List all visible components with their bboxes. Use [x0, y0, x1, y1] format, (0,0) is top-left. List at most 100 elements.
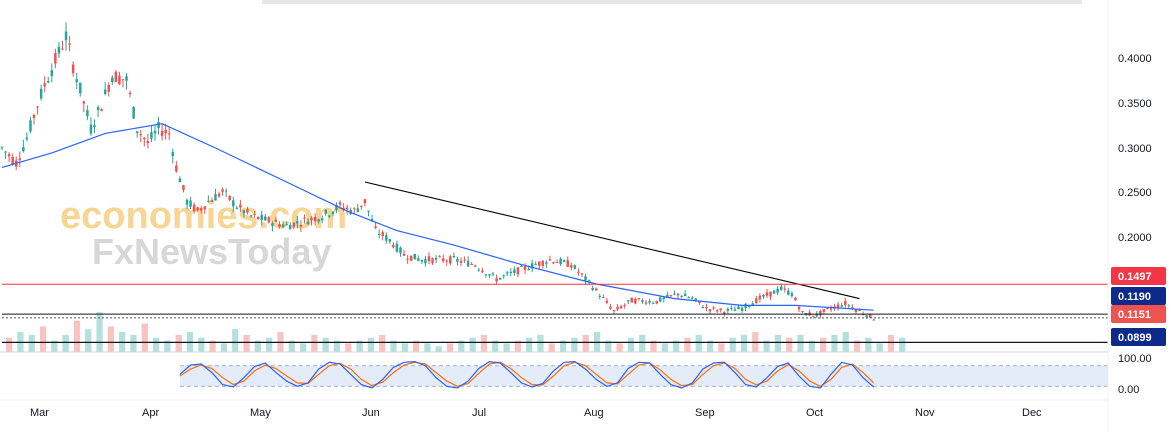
price-tag-last-label: 0.1151 — [1118, 309, 1151, 321]
candle-body — [491, 273, 495, 275]
volume-bar — [62, 334, 69, 352]
volume-bar — [367, 337, 375, 352]
candle-body — [723, 312, 726, 314]
candle-body — [167, 133, 171, 135]
candle-body — [822, 309, 826, 312]
candle-body — [146, 141, 150, 144]
candle-body — [139, 134, 143, 136]
candle-body — [484, 274, 488, 276]
candle-body — [417, 258, 420, 261]
candle-body — [118, 75, 121, 85]
volume-bar — [141, 323, 148, 352]
candle-body — [409, 255, 413, 261]
candle-body — [509, 271, 513, 274]
volume-bar — [198, 337, 205, 352]
candle-body — [740, 307, 744, 311]
candle-body — [783, 288, 787, 290]
candle-body — [449, 256, 452, 264]
watermark-line1: economies.com — [60, 195, 347, 237]
candle-body — [769, 291, 772, 297]
moving-average-line — [1, 123, 874, 311]
top-strip — [262, 0, 1082, 4]
candle-body — [591, 287, 594, 290]
candle-body — [431, 258, 434, 264]
volume-bar — [164, 340, 171, 352]
candle-body — [264, 216, 267, 221]
x-tick-label: Nov — [915, 407, 935, 419]
candle-body — [306, 221, 310, 225]
candle-body — [18, 158, 22, 161]
volume-bar — [107, 326, 114, 352]
candle-body — [616, 306, 619, 310]
volume-bar — [469, 337, 476, 352]
candle-body — [107, 84, 110, 92]
volume-bar — [559, 340, 567, 352]
x-tick-label: May — [250, 407, 271, 419]
price-tag-ma — [1111, 287, 1166, 305]
candle-body — [128, 92, 132, 95]
candle-body — [299, 224, 303, 227]
candle-body — [516, 267, 520, 275]
candle-body — [267, 217, 271, 223]
candle-body — [477, 269, 481, 271]
candle-body — [103, 89, 107, 95]
candle-body — [598, 295, 602, 297]
watermark-line2: FxNewsToday — [92, 231, 331, 272]
candle-body — [505, 272, 509, 274]
candle-body — [513, 269, 516, 273]
volume-bar — [96, 312, 103, 352]
candle-body — [320, 218, 324, 221]
volume-bar — [605, 340, 612, 352]
candle-body — [676, 293, 680, 296]
candle-body — [89, 124, 93, 134]
candle-body — [171, 152, 175, 157]
volume-bar — [243, 334, 250, 352]
candle-body — [86, 110, 89, 117]
candle-body — [178, 178, 182, 183]
price-tag-resistance — [1111, 267, 1166, 285]
trendline[interactable] — [364, 181, 860, 300]
y-axis[interactable]: 0.4000 0.3500 0.3000 0.2500 0.2000 100.0… — [1118, 53, 1152, 396]
candle-body — [623, 304, 626, 306]
volume-bar — [492, 340, 499, 352]
candle-body — [655, 300, 658, 304]
candle-body — [765, 292, 769, 296]
candle-body — [153, 130, 157, 134]
candle-body — [331, 211, 335, 214]
volume-bar — [28, 334, 35, 352]
candle-body — [730, 307, 733, 309]
volume-bar — [876, 343, 883, 352]
candle-body — [630, 297, 634, 303]
candle-body — [811, 315, 815, 317]
candle-body — [363, 199, 367, 204]
volume-bar — [514, 340, 521, 352]
volume-bar — [220, 343, 228, 352]
candle-body — [345, 207, 349, 210]
candle-body — [602, 296, 605, 298]
candle-body — [185, 199, 189, 205]
volume-bar — [299, 343, 307, 352]
volume-bar — [899, 337, 906, 352]
candle-body — [776, 288, 779, 293]
candle-body — [580, 273, 584, 275]
candle-body — [541, 260, 545, 266]
candle-body — [32, 114, 36, 119]
volume-bar — [345, 343, 352, 352]
volume-bar — [379, 334, 386, 352]
candle-body — [673, 293, 676, 295]
volume-bar — [333, 340, 341, 352]
candle-body — [829, 308, 833, 310]
candle-body — [328, 215, 331, 217]
volume-bar — [254, 340, 261, 352]
volume-bar — [571, 337, 578, 352]
candle-body — [858, 310, 861, 312]
candle-body — [395, 243, 399, 252]
candle-body — [256, 216, 260, 220]
volume-bar — [288, 340, 295, 352]
candle-body — [377, 234, 381, 236]
candle-body — [61, 48, 64, 50]
x-axis[interactable]: Mar Apr May Jun Jul Aug Sep Oct Nov Dec — [30, 407, 1042, 419]
candle-body — [651, 302, 655, 304]
candle-body — [605, 300, 609, 303]
